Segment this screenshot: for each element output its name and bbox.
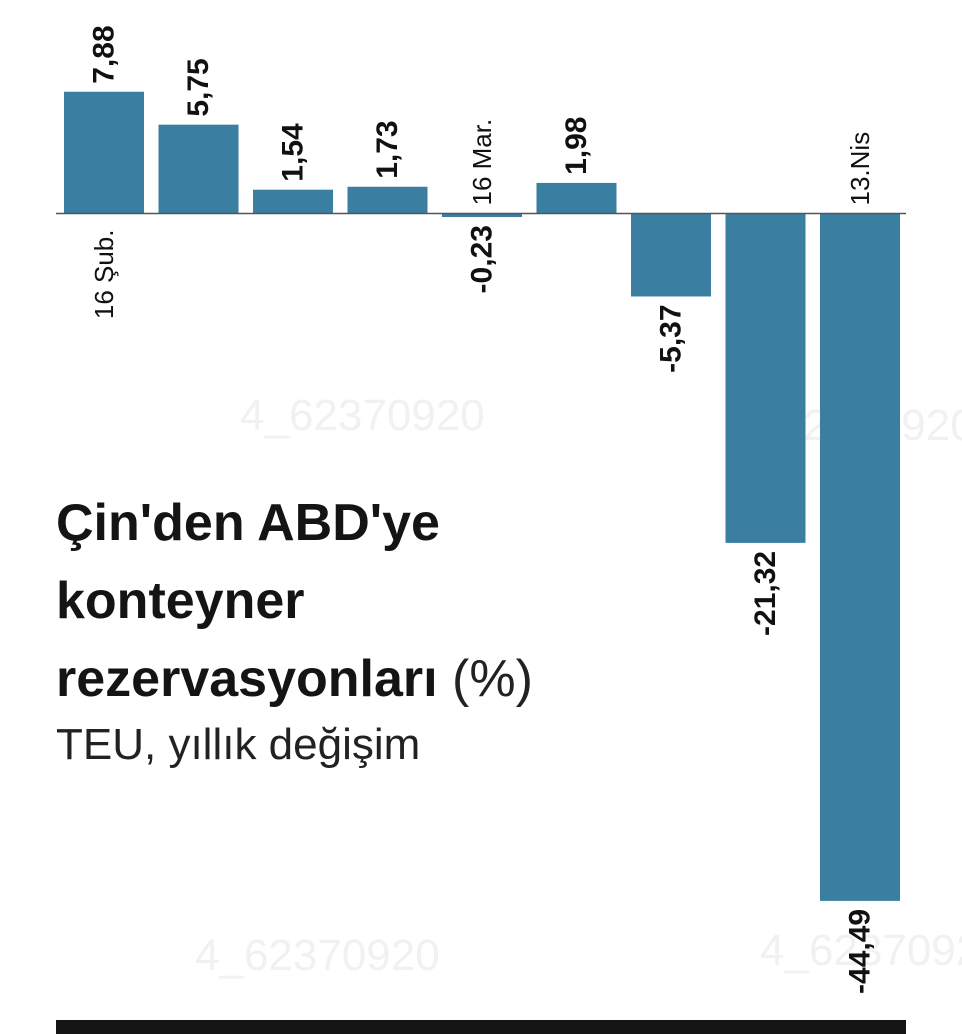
value-label: 1,54 xyxy=(277,123,310,182)
date-label: 13.Nis xyxy=(845,132,875,206)
watermark-text: 4_62370920 xyxy=(760,926,962,975)
bar xyxy=(253,189,333,214)
bar xyxy=(820,213,900,901)
value-label: 1,73 xyxy=(371,120,404,178)
value-label: -44,49 xyxy=(844,909,877,994)
bar xyxy=(725,213,806,543)
chart-unit: (%) xyxy=(452,650,533,708)
bar xyxy=(64,91,144,214)
title-block: Çin'den ABD'ye konteyner rezervasyonları… xyxy=(56,484,616,770)
value-label: 5,75 xyxy=(182,58,215,116)
bar xyxy=(442,213,522,218)
value-label: 7,88 xyxy=(88,25,121,83)
chart-title-text: Çin'den ABD'ye konteyner rezervasyonları xyxy=(56,494,440,708)
value-labels: 7,88 16 Şub. 5,75 1,54 1,73 -0,23 16 Mar. 1,98 -… xyxy=(88,25,877,994)
chart-title: Çin'den ABD'ye konteyner rezervasyonları… xyxy=(56,484,616,718)
bar xyxy=(536,182,617,214)
date-label: 16 Mar. xyxy=(467,119,497,206)
bars xyxy=(64,91,900,901)
value-label: -21,32 xyxy=(749,551,782,636)
value-label: -5,37 xyxy=(655,304,688,372)
bar xyxy=(158,124,239,214)
value-label: -0,23 xyxy=(466,225,499,293)
bar xyxy=(347,186,428,214)
bottom-rule xyxy=(56,1020,906,1034)
chart-subtitle: TEU, yıllık değişim xyxy=(56,720,421,769)
watermark-text: 4_62370920 xyxy=(195,931,440,980)
date-label: 16 Şub. xyxy=(89,230,119,320)
bar xyxy=(631,213,711,297)
watermark-text: 4_62370920 xyxy=(240,391,485,440)
value-label: 1,98 xyxy=(560,117,593,175)
